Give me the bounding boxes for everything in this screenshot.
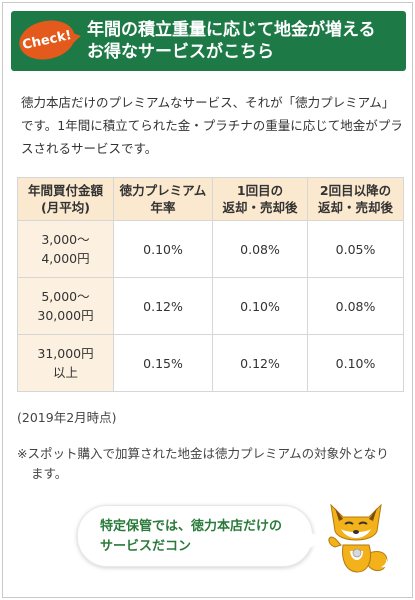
header-title: 年間の積立重量に応じて地金が増える お得なサービスがこちら — [87, 19, 402, 63]
header-title-line1: 年間の積立重量に応じて地金が増える — [87, 20, 376, 40]
table-row: 3,000〜 4,000円 0.10% 0.08% 0.05% — [17, 220, 404, 278]
table-header-row: 年間買付金額 (月平均) 徳力プレミアム 年率 1回目の 返却・売却後 2回目以… — [17, 177, 404, 221]
row-premium-rate: 0.15% — [113, 334, 213, 392]
fox-mascot-icon — [328, 503, 388, 573]
header-banner: Check! 年間の積立重量に応じて地金が増える お得なサービスがこちら — [11, 11, 406, 71]
row-second-return-rate: 0.10% — [307, 334, 404, 392]
header-title-line2: お得なサービスがこちら — [87, 42, 274, 62]
table-header-second-return: 2回目以降の 返却・売却後 — [307, 177, 404, 221]
table-header-premium: 徳力プレミアム 年率 — [113, 177, 213, 221]
row-first-return-rate: 0.12% — [212, 334, 308, 392]
premium-rate-table: 年間買付金額 (月平均) 徳力プレミアム 年率 1回目の 返却・売却後 2回目以… — [17, 177, 404, 392]
row-amount: 31,000円 以上 — [17, 334, 114, 392]
footnote: ※スポット購入で加算された地金は徳力プレミアムの対象外となります。 — [17, 446, 389, 481]
row-premium-rate: 0.12% — [113, 277, 213, 335]
row-premium-rate: 0.10% — [113, 220, 213, 278]
table-row: 5,000〜 30,000円 0.12% 0.10% 0.08% — [17, 277, 404, 335]
row-first-return-rate: 0.10% — [212, 277, 308, 335]
speech-bubble-text: 特定保管では、徳力本店だけの サービスだコン — [100, 519, 283, 554]
date-note: (2019年2月時点) — [17, 410, 117, 425]
row-amount: 3,000〜 4,000円 — [17, 220, 114, 278]
table-row: 31,000円 以上 0.15% 0.12% 0.10% — [17, 334, 404, 392]
intro-text: 徳力本店だけのプレミアムなサービス、それが「徳力プレミアム」です。1年間に積立て… — [21, 95, 403, 156]
row-second-return-rate: 0.05% — [307, 220, 404, 278]
speech-bubble: 特定保管では、徳力本店だけの サービスだコン — [77, 505, 324, 567]
table-header-amount: 年間買付金額 (月平均) — [17, 177, 114, 221]
row-second-return-rate: 0.08% — [307, 277, 404, 335]
row-first-return-rate: 0.08% — [212, 220, 308, 278]
table-header-first-return: 1回目の 返却・売却後 — [212, 177, 308, 221]
row-amount: 5,000〜 30,000円 — [17, 277, 114, 335]
check-badge: Check! — [15, 15, 79, 65]
